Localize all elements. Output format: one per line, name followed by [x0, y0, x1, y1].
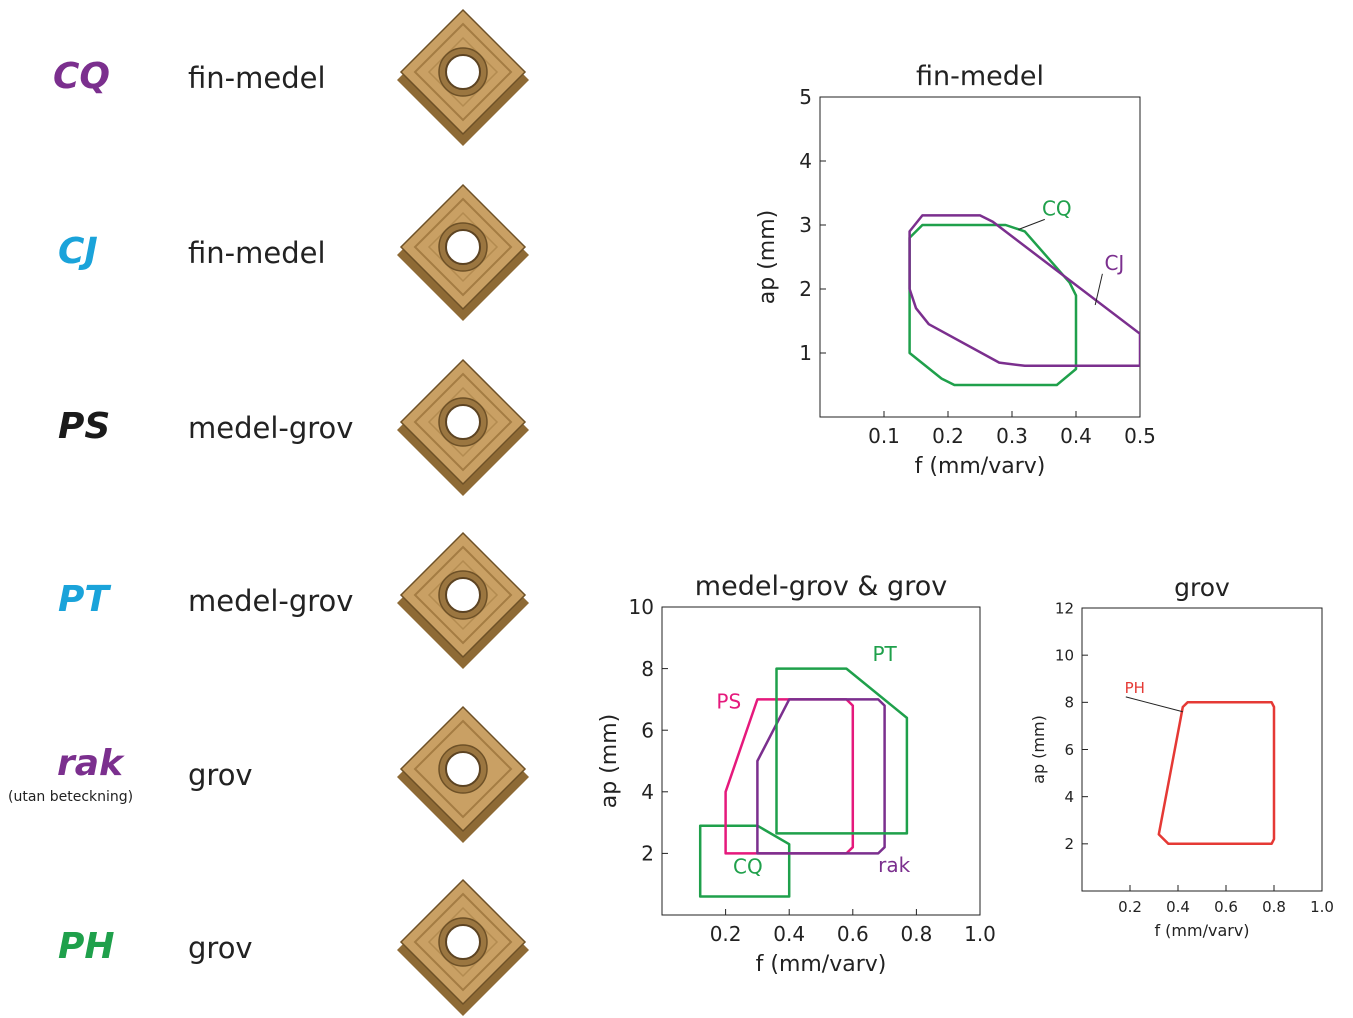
- x-tick-label: 0.6: [1214, 898, 1238, 916]
- insert-icon: [397, 183, 529, 321]
- label-pointer: [1094, 273, 1103, 306]
- x-tick-label: 0.1: [868, 424, 900, 448]
- chart-title: grov: [1174, 573, 1230, 602]
- x-axis-label: f (mm/varv): [756, 952, 887, 977]
- insert-code-rak: rak: [57, 743, 123, 784]
- insert-note: (utan beteckning): [8, 789, 134, 805]
- x-tick-label: 0.2: [932, 424, 964, 448]
- plot-frame: [1081, 607, 1323, 892]
- chart-2: medel-grov & grov 0.2 0.4 0.6 0.8 1.0 2 4 6 8 10 f …: [597, 571, 996, 977]
- x-tick-label: 0.5: [1124, 424, 1156, 448]
- series-label: rak: [878, 853, 910, 877]
- y-tick-label: 6: [1064, 741, 1074, 759]
- chart-3: grov 0.2 0.4 0.6 0.8 1.0 2 4 6 8 10 12 f (mm/varv) ap…: [1029, 573, 1334, 940]
- y-tick-label: 1: [799, 341, 812, 365]
- y-axis-label: ap (mm): [755, 210, 780, 304]
- y-tick-label: 4: [1064, 788, 1074, 806]
- insert-category: fin-medel: [188, 236, 326, 270]
- label-pointer: [1018, 218, 1045, 230]
- series-label: PH: [1125, 679, 1145, 697]
- y-tick-label: 10: [1055, 647, 1074, 665]
- series-outline-cq: [908, 223, 1078, 387]
- x-tick-label: 0.2: [1118, 898, 1142, 916]
- x-tick-label: 0.4: [1060, 424, 1092, 448]
- series-outline-pt: [775, 667, 909, 835]
- insert-category: fin-medel: [188, 61, 326, 95]
- y-tick-label: 8: [1064, 694, 1074, 712]
- series-label: CQ: [733, 854, 763, 878]
- insert-category: grov: [188, 931, 253, 965]
- y-tick-label: 2: [1064, 835, 1074, 853]
- series-label: PT: [872, 642, 897, 666]
- x-tick-label: 1.0: [964, 922, 996, 946]
- chart-title: fin-medel: [916, 61, 1044, 92]
- plot-frame: [819, 96, 1141, 418]
- y-tick-label: 8: [641, 657, 654, 681]
- y-tick-label: 2: [799, 277, 812, 301]
- insert-icon: [397, 531, 529, 669]
- insert-code-cq: CQ: [53, 56, 111, 97]
- label-pointer: [1125, 696, 1183, 713]
- series-outline-ps: [724, 698, 855, 855]
- y-tick-label: 6: [641, 718, 654, 742]
- x-tick-label: 0.4: [773, 922, 805, 946]
- y-axis-label: ap (mm): [1029, 715, 1048, 784]
- y-tick-label: 2: [641, 842, 654, 866]
- x-tick-label: 0.2: [710, 922, 742, 946]
- chart-title: medel-grov & grov: [695, 571, 947, 602]
- series-outline-ph: [1157, 701, 1276, 846]
- y-tick-label: 10: [629, 595, 654, 619]
- insert-code-ps: PS: [58, 406, 111, 447]
- insert-code-cj: CJ: [58, 231, 98, 272]
- insert-icon: [397, 358, 529, 496]
- x-axis-label: f (mm/varv): [1154, 921, 1249, 940]
- x-tick-label: 0.4: [1166, 898, 1190, 916]
- y-tick-label: 3: [799, 213, 812, 237]
- insert-category: medel-grov: [188, 584, 354, 618]
- chart-1: fin-medel 0.1 0.2 0.3 0.4 0.5 1 2 3 4 5 f (mm/varv)…: [755, 61, 1156, 479]
- y-tick-label: 4: [641, 780, 654, 804]
- insert-code-pt: PT: [58, 579, 109, 620]
- y-tick-label: 4: [799, 149, 812, 173]
- insert-icon: [397, 8, 529, 146]
- x-tick-label: 0.3: [996, 424, 1028, 448]
- series-outline-cq: [698, 824, 791, 898]
- x-tick-label: 0.6: [837, 922, 869, 946]
- insert-icon: [397, 705, 529, 843]
- x-tick-label: 0.8: [1262, 898, 1286, 916]
- series-label: CJ: [1104, 251, 1124, 275]
- insert-icon: [397, 878, 529, 1016]
- insert-category: grov: [188, 758, 253, 792]
- plot-frame: [661, 606, 981, 916]
- y-axis-label: ap (mm): [597, 714, 622, 808]
- series-label: PS: [716, 690, 741, 714]
- x-tick-label: 1.0: [1310, 898, 1334, 916]
- y-tick-label: 5: [799, 85, 812, 109]
- insert-code-ph: PH: [58, 926, 115, 967]
- insert-category: medel-grov: [188, 411, 354, 445]
- x-axis-label: f (mm/varv): [915, 454, 1046, 479]
- x-tick-label: 0.8: [900, 922, 932, 946]
- series-outline-rak: [756, 698, 886, 855]
- y-tick-label: 12: [1055, 599, 1074, 617]
- series-outline-cj: [908, 214, 1140, 368]
- series-label: CQ: [1042, 196, 1072, 220]
